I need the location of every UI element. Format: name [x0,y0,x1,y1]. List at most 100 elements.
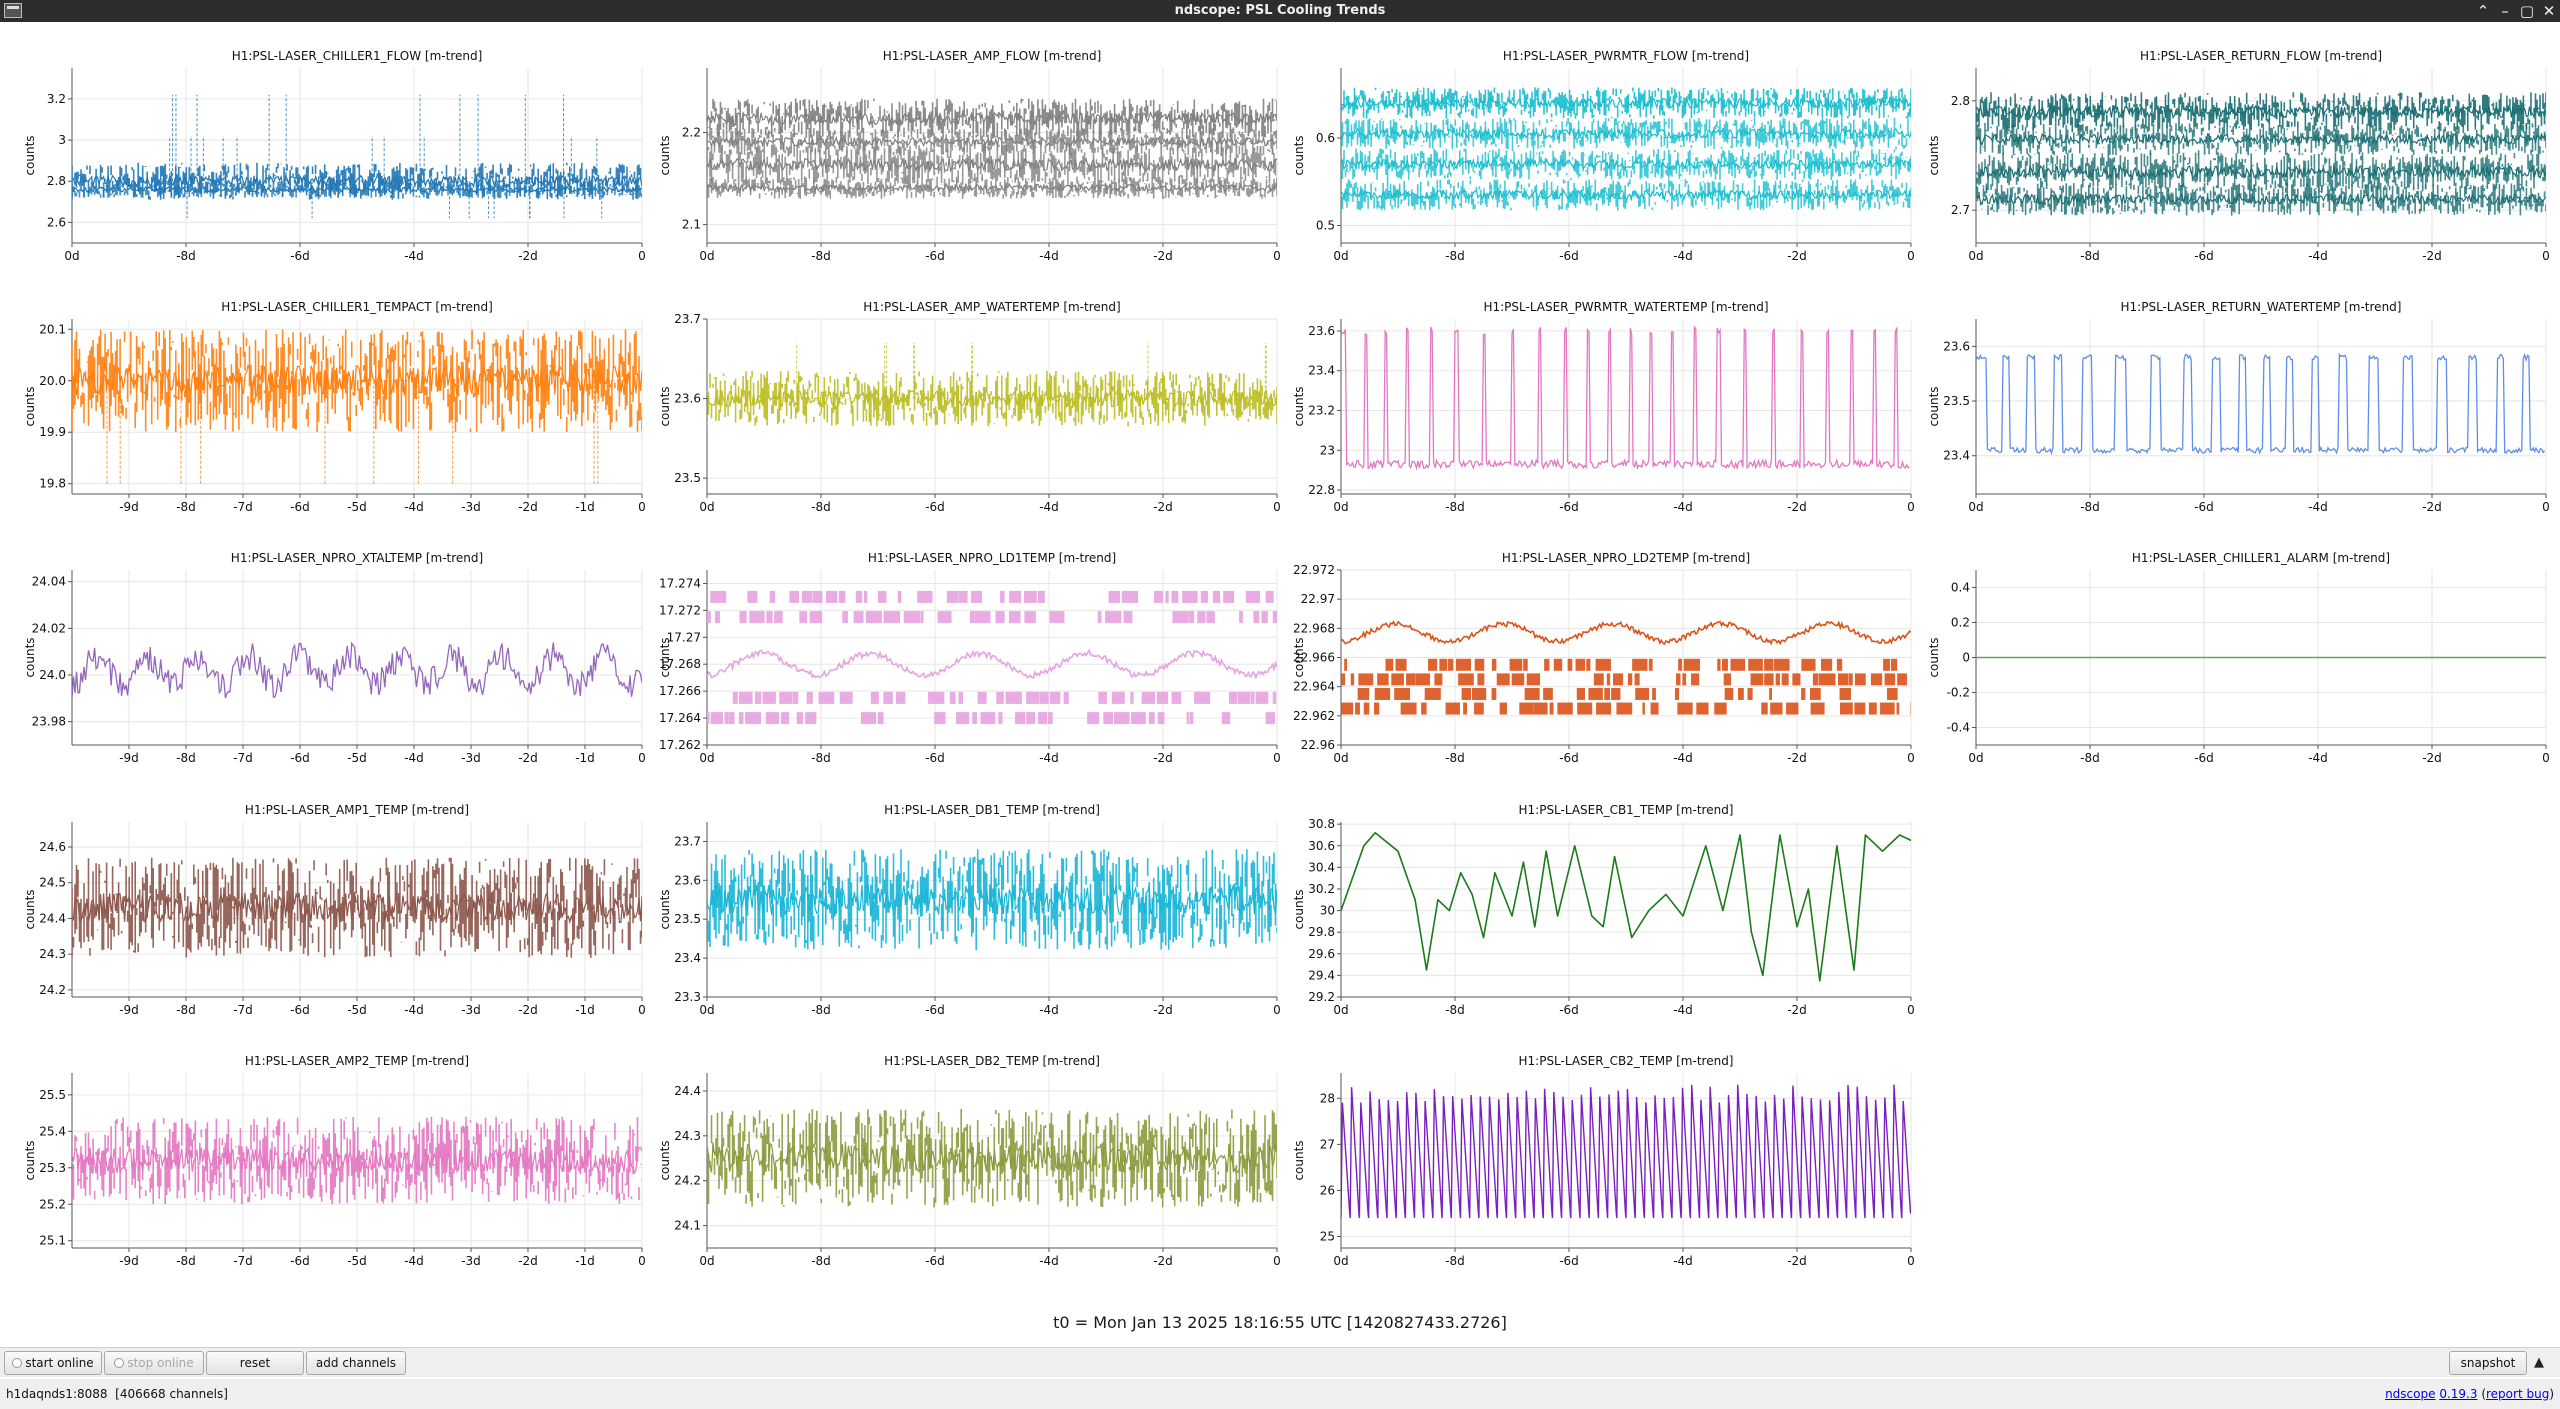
x-tick-label: 0 [1273,1254,1281,1268]
plot-psl-laser-npro-ld2temp[interactable]: H1:PSL-LASER_NPRO_LD2TEMP [m-trend] count… [1291,548,1919,780]
x-tick-label: -8d [811,1254,831,1268]
plot-psl-laser-npro-ld1temp[interactable]: H1:PSL-LASER_NPRO_LD1TEMP [m-trend] count… [657,548,1285,780]
plot-canvas[interactable]: H1:PSL-LASER_CHILLER1_TEMPACT [m-trend] c… [22,297,650,529]
digital-segment [1026,691,1040,704]
ndscope-link[interactable]: ndscope [2385,1387,2436,1401]
expand-arrow-icon[interactable]: ▲ [2534,1355,2544,1370]
plot-psl-laser-chiller1-flow[interactable]: H1:PSL-LASER_CHILLER1_FLOW [m-trend] coun… [22,46,650,278]
plot-canvas[interactable]: H1:PSL-LASER_RETURN_FLOW [m-trend] counts… [1926,46,2554,278]
plot-canvas[interactable]: H1:PSL-LASER_AMP1_TEMP [m-trend]counts24… [22,800,650,1032]
x-tick-label: -8d [1445,1003,1465,1017]
digital-segment [825,590,838,603]
digital-segment [1165,590,1169,603]
digital-segment [1385,658,1394,671]
plot-canvas[interactable]: H1:PSL-LASER_CHILLER1_FLOW [m-trend] coun… [22,46,650,278]
x-tick-label: -6d [925,751,945,765]
y-tick-label: 3 [58,133,66,147]
report-bug-link[interactable]: report bug [2486,1387,2550,1401]
digital-segment [1272,611,1277,624]
plot-psl-laser-amp-flow[interactable]: H1:PSL-LASER_AMP_FLOW [m-trend] counts 2.2… [657,46,1285,278]
digital-segment [1141,691,1156,704]
x-tick-label: -2d [518,249,538,263]
x-tick-label: -4d [1039,500,1059,514]
add-channels-button[interactable]: add channels [306,1351,406,1375]
plot-canvas[interactable]: H1:PSL-LASER_CB2_TEMP [m-trend] counts 28 2… [1291,1051,1919,1283]
x-tick-label: -6d [290,1254,310,1268]
x-tick-label: -2d [1787,500,1807,514]
close-icon[interactable]: ✕ [2542,2,2556,20]
plot-psl-laser-pwrmtr-flow[interactable]: H1:PSL-LASER_PWRMTR_FLOW [m-trend] counts… [1291,46,1919,278]
plot-psl-laser-amp-watertemp[interactable]: H1:PSL-LASER_AMP_WATERTEMP [m-trend] coun… [657,297,1285,529]
y-tick-label: 28 [1320,1091,1335,1105]
plot-psl-laser-return-flow[interactable]: H1:PSL-LASER_RETURN_FLOW [m-trend] counts… [1926,46,2554,278]
digital-segment [1696,702,1709,715]
y-axis-label: counts [1292,637,1306,677]
x-tick-label: 0d [699,249,714,263]
reset-button[interactable]: reset [206,1351,304,1375]
digital-segment [1015,712,1026,725]
digital-segment [946,590,959,603]
plot-canvas[interactable]: H1:PSL-LASER_AMP_WATERTEMP [m-trend] coun… [657,297,1285,529]
plot-psl-laser-chiller1-tempact[interactable]: H1:PSL-LASER_CHILLER1_TEMPACT [m-trend] c… [22,297,650,529]
y-axis-label: counts [23,889,37,929]
version-link[interactable]: 0.19.3 [2439,1387,2478,1401]
plot-psl-laser-amp2-temp[interactable]: H1:PSL-LASER_AMP2_TEMP [m-trend] counts 25… [22,1051,650,1283]
digital-segment [1358,673,1374,686]
plot-title: H1:PSL-LASER_AMP1_TEMP [m-trend] [245,803,469,817]
plot-canvas[interactable]: H1:PSL-LASER_NPRO_XTALTEMP [m-trend] coun… [22,548,650,780]
plot-psl-laser-db2-temp[interactable]: H1:PSL-LASER_DB2_TEMP [m-trend] counts 24.… [657,1051,1285,1283]
x-tick-label: 0 [2542,751,2550,765]
x-tick-label: -2d [1153,249,1173,263]
plot-psl-laser-chiller1-alarm[interactable]: H1:PSL-LASER_CHILLER1_ALARM [m-trend] cou… [1926,548,2554,780]
plot-canvas[interactable]: H1:PSL-LASER_PWRMTR_WATERTEMP [m-trend] c… [1291,297,1919,529]
plot-canvas[interactable]: H1:PSL-LASER_CB1_TEMP [m-trend]counts30.… [1291,800,1919,1032]
digital-segment [1197,611,1206,624]
plot-psl-laser-db1-temp[interactable]: H1:PSL-LASER_DB1_TEMP [m-trend] counts 23.… [657,800,1285,1032]
digital-segment [1575,658,1586,671]
digital-segment [1730,658,1746,671]
plot-canvas[interactable]: H1:PSL-LASER_CHILLER1_ALARM [m-trend] cou… [1926,548,2554,780]
status-bar: h1daqnds1:8088 [406668 channels] ndscope… [0,1379,2560,1409]
plot-canvas[interactable]: H1:PSL-LASER_AMP_FLOW [m-trend] counts 2.2… [657,46,1285,278]
y-tick-label: 24.04 [32,575,66,589]
maximize-icon[interactable]: ▢ [2519,2,2535,20]
snapshot-button[interactable]: snapshot [2449,1351,2527,1375]
digital-segment [1499,702,1508,715]
plot-canvas[interactable]: H1:PSL-LASER_RETURN_WATERTEMP [m-trend] c… [1926,297,2554,529]
plot-psl-laser-pwrmtr-watertemp[interactable]: H1:PSL-LASER_PWRMTR_WATERTEMP [m-trend] c… [1291,297,1919,529]
digital-segment [747,590,758,603]
start-online-button[interactable]: start online [4,1351,102,1375]
plot-canvas[interactable]: H1:PSL-LASER_NPRO_LD1TEMP [m-trend] count… [657,548,1285,780]
plot-canvas[interactable]: H1:PSL-LASER_DB1_TEMP [m-trend]counts23.… [657,800,1285,1032]
x-tick-label: -6d [1559,751,1579,765]
digital-segment [878,590,887,603]
plot-psl-laser-return-watertemp[interactable]: H1:PSL-LASER_RETURN_WATERTEMP [m-trend] c… [1926,297,2554,529]
digital-segment [1265,590,1274,603]
plot-canvas[interactable]: H1:PSL-LASER_NPRO_LD2TEMP [m-trend] count… [1291,548,1919,780]
plot-psl-laser-npro-xtaltemp[interactable]: H1:PSL-LASER_NPRO_XTALTEMP [m-trend] coun… [22,548,650,780]
digital-segment [1253,611,1260,624]
plot-canvas[interactable]: H1:PSL-LASER_AMP2_TEMP [m-trend]counts25… [22,1051,650,1283]
x-tick-label: -8d [811,1003,831,1017]
window-shade-icon[interactable]: ⌃ [2476,2,2490,20]
digital-segment [1344,658,1348,671]
plot-canvas[interactable]: H1:PSL-LASER_DB2_TEMP [m-trend]counts24.… [657,1051,1285,1283]
digital-segment [883,691,893,704]
digital-segment [1250,691,1255,704]
x-tick-label: -4d [404,1254,424,1268]
plot-psl-laser-cb2-temp[interactable]: H1:PSL-LASER_CB2_TEMP [m-trend] counts 28 2… [1291,1051,1919,1283]
series-mean-line [707,1141,1277,1175]
minimize-icon[interactable]: – [2501,2,2509,20]
plot-canvas[interactable]: H1:PSL-LASER_PWRMTR_FLOW [m-trend] counts… [1291,46,1919,278]
start-online-label: start online [25,1356,94,1370]
y-tick-label: 22.8 [1308,483,1335,497]
plot-psl-laser-cb1-temp[interactable]: H1:PSL-LASER_CB1_TEMP [m-trend] counts 30.… [1291,800,1919,1032]
x-tick-label: -3d [461,1003,481,1017]
plot-psl-laser-amp1-temp[interactable]: H1:PSL-LASER_AMP1_TEMP [m-trend] counts 24… [22,800,650,1032]
x-tick-label: 0 [638,249,646,263]
y-tick-label: 23 [1320,443,1335,457]
digital-segment [1747,687,1753,700]
x-tick-label: -1d [575,1254,595,1268]
series-mean-line [1341,188,1911,202]
digital-segment [1613,673,1624,686]
